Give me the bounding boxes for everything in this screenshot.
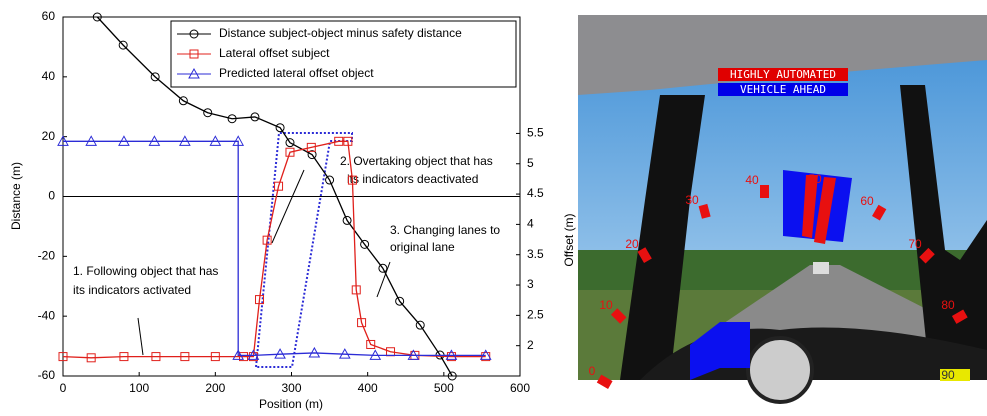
dial-label: 0 bbox=[589, 364, 596, 378]
x-tick-label: 300 bbox=[281, 381, 301, 395]
y2-tick-label: 3 bbox=[527, 277, 534, 291]
y2-tick-label: 4.5 bbox=[527, 186, 544, 200]
y-tick-label: 40 bbox=[42, 69, 56, 83]
annotation-arrow bbox=[272, 170, 304, 243]
x-tick-label: 500 bbox=[434, 381, 454, 395]
annotation-outline bbox=[256, 133, 352, 367]
dial-label: 90 bbox=[941, 368, 955, 382]
y2-tick-label: 5.5 bbox=[527, 126, 544, 140]
dial-label: 50 bbox=[808, 172, 822, 186]
y2-tick-label: 5 bbox=[527, 156, 534, 170]
y-tick-label: 20 bbox=[42, 129, 56, 143]
y-tick-label: -20 bbox=[38, 249, 56, 263]
y2-tick-label: 4 bbox=[527, 217, 534, 231]
simulator-view: HIGHLY AUTOMATED VEHICLE AHEAD bbox=[578, 15, 987, 402]
dial-label: 60 bbox=[860, 194, 874, 208]
dial-label: 70 bbox=[908, 237, 922, 251]
y2-tick-label: 2.5 bbox=[527, 308, 544, 322]
legend-label: Predicted lateral offset object bbox=[219, 66, 374, 80]
x-tick-label: 100 bbox=[129, 381, 149, 395]
gauge bbox=[748, 338, 812, 402]
x-tick-label: 0 bbox=[60, 381, 67, 395]
car-ahead bbox=[813, 262, 829, 274]
x-tick-label: 400 bbox=[358, 381, 378, 395]
x-axis-label: Position (m) bbox=[259, 397, 323, 411]
x-tick-label: 600 bbox=[510, 381, 530, 395]
y-tick-label: -40 bbox=[38, 308, 56, 322]
dial-label: 40 bbox=[745, 173, 759, 187]
legend-label: Distance subject-object minus safety dis… bbox=[219, 26, 462, 40]
dial-label: 10 bbox=[599, 298, 613, 312]
dial-label: 30 bbox=[685, 193, 699, 207]
y-tick-label: 0 bbox=[48, 189, 55, 203]
dial-mark bbox=[760, 185, 769, 198]
y2-axis-label: Offset (m) bbox=[562, 213, 576, 266]
dial-label: 80 bbox=[941, 298, 955, 312]
status-text: HIGHLY AUTOMATED bbox=[730, 68, 836, 81]
annotation-arrow bbox=[138, 318, 143, 355]
annotation: its indicators deactivated bbox=[347, 172, 478, 186]
y-axis-label: Distance (m) bbox=[9, 162, 23, 230]
status-text: VEHICLE AHEAD bbox=[740, 83, 826, 96]
y2-tick-label: 2 bbox=[527, 338, 534, 352]
annotation: 3. Changing lanes to bbox=[390, 223, 500, 237]
y-tick-label: 60 bbox=[42, 9, 56, 23]
annotation: 2. Overtaking object that has bbox=[340, 154, 493, 168]
x-tick-label: 200 bbox=[205, 381, 225, 395]
annotation: its indicators activated bbox=[73, 283, 191, 297]
figure: 2. Overtaking object that has its indica… bbox=[0, 0, 987, 416]
annotation: 1. Following object that has bbox=[73, 264, 218, 278]
y2-tick-label: 3.5 bbox=[527, 247, 544, 261]
legend-label: Lateral offset subject bbox=[219, 46, 330, 60]
dial-label: 20 bbox=[625, 237, 639, 251]
annotation: original lane bbox=[390, 240, 455, 254]
y-tick-label: -60 bbox=[38, 368, 56, 382]
